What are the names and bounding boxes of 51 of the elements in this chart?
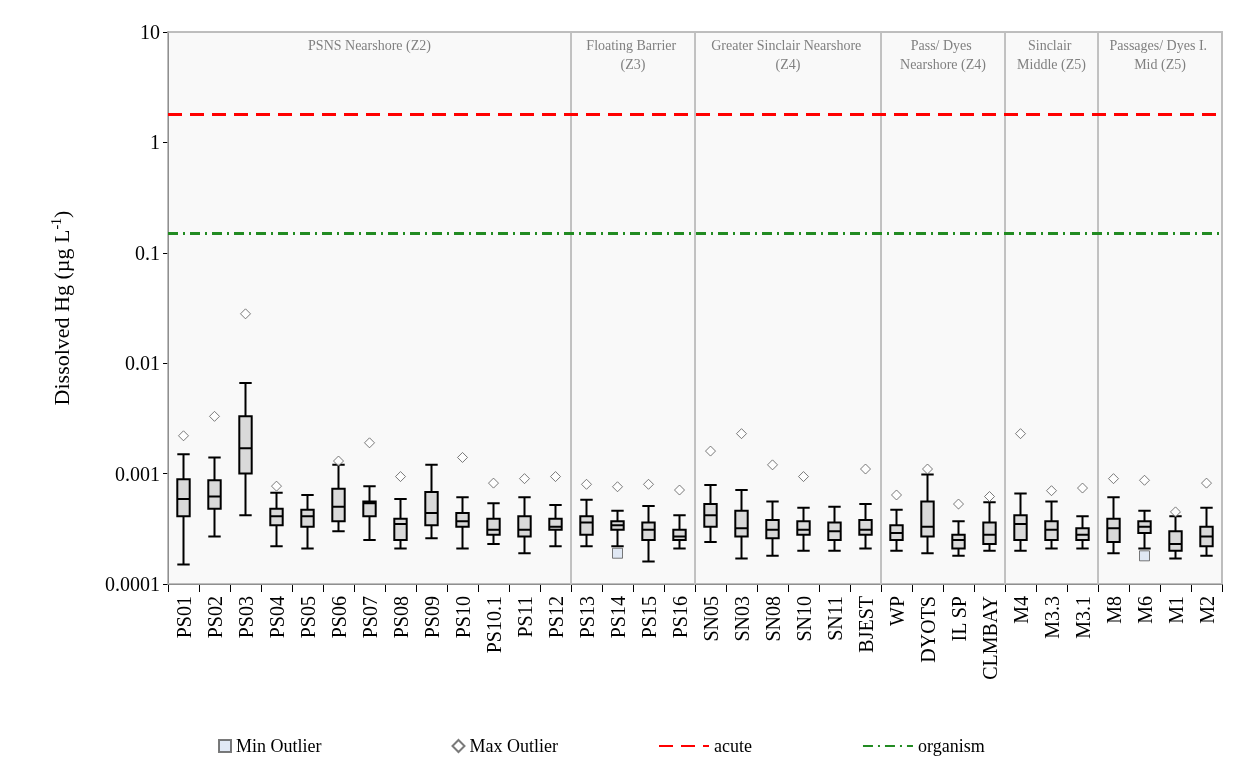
x-tick-label: M8 [1102,596,1125,624]
y-tick-label: 10 [140,21,160,43]
x-tick-label: PS16 [668,596,691,639]
x-tick-label: DYOTS [916,596,939,663]
x-tick-label: SN05 [699,596,722,642]
x-tick-label: CLMBAY [978,596,1001,680]
x-tick-label: PS06 [327,596,350,639]
legend-label: acute [714,736,752,756]
x-tick-label: PS03 [234,596,257,639]
band-label: Sinclair Middle (Z5) [1017,38,1087,74]
x-tick-label: SN03 [730,596,753,642]
y-tick-label: 1 [150,131,160,154]
x-tick-label: M4 [1009,596,1032,624]
band-label: Pass/ Dyes Nearshore (Z4) [900,38,987,74]
x-tick-label: SN11 [823,596,846,641]
x-tick-label: PS10.1 [482,596,505,654]
x-tick-label: PS10 [451,596,474,639]
x-tick-label: M3.3 [1040,596,1063,639]
y-tick-label: 0.01 [125,352,160,375]
x-tick-label: PS15 [637,596,660,639]
x-tick-label: PS12 [544,596,567,639]
legend-label: Min Outlier [236,736,322,756]
x-tick-label: M6 [1133,596,1156,624]
x-tick-label: M3.1 [1071,596,1094,639]
x-tick-label: M1 [1164,596,1187,624]
x-tick-label: PS01 [172,596,195,639]
x-tick-label: PS02 [203,596,226,639]
band-label: Passages/ Dyes I. Mid (Z5) [1109,38,1211,74]
x-tick-label: PS04 [265,596,288,639]
x-tick-label: BJEST [854,596,877,653]
band-label: PSNS Nearshore (Z2) [308,38,432,55]
x-tick-label: SN08 [761,596,784,642]
y-tick-label: 0.001 [115,462,160,485]
x-tick-label: IL SP [947,596,970,642]
x-tick-label: PS14 [606,596,629,639]
y-tick-label: 0.0001 [105,573,160,595]
legend-label: Max Outlier [469,736,558,756]
x-tick-label: M2 [1195,596,1218,624]
x-tick-label: PS08 [389,596,412,639]
x-tick-label: PS11 [513,596,536,638]
x-tick-label: PS05 [296,596,319,639]
y-axis-title: Dissolved Hg (µg L-1) [48,210,74,406]
x-tick-label: PS07 [358,596,381,639]
y-tick-label: 0.1 [135,241,160,264]
x-tick-label: PS09 [420,596,443,639]
x-tick-label: WP [885,596,908,626]
band-label: Floating Barrier (Z3) [586,38,680,74]
legend-label: organism [917,736,985,756]
x-tick-label: SN10 [792,596,815,642]
band-label: Greater Sinclair Nearshore (Z4) [711,38,865,74]
x-tick-label: PS13 [575,596,598,639]
